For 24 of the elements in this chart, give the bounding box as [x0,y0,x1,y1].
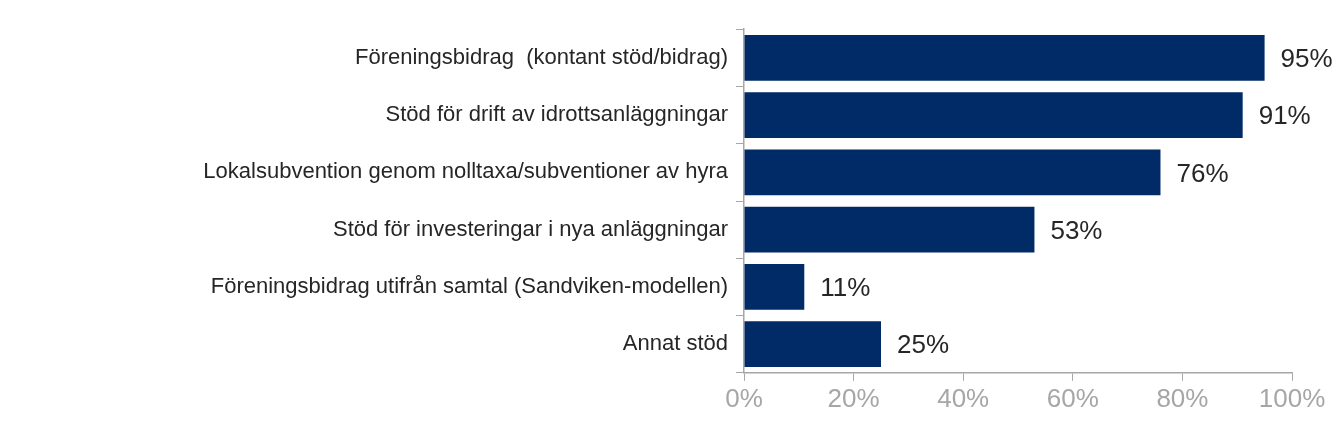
y-tick-label: Annat stöd [622,330,728,356]
data-label: 76% [1176,157,1229,188]
data-label: 53% [1050,214,1103,245]
x-tick-label: 80% [1156,382,1209,413]
bar [744,321,881,368]
x-tick-label: 40% [937,382,990,413]
x-tick-label: 0% [725,382,763,413]
bar [744,206,1035,253]
y-tick-label: Lokalsubvention genom nolltaxa/subventioner av hyra [203,158,729,184]
data-label: 11% [820,272,871,303]
x-tick-label: 100% [1258,382,1326,413]
y-tick-label: Stöd för drift av idrottsanläggningar [385,101,728,127]
x-tick-label: 20% [827,382,880,413]
bar [744,149,1161,196]
data-label: 25% [897,329,950,360]
bar [744,34,1265,81]
y-tick-label: Föreningsbidrag utifrån samtal (Sandviken-modellen) [210,272,728,298]
data-label: 95% [1280,43,1333,74]
data-label: 91% [1258,100,1311,131]
bar [744,92,1243,139]
y-tick-label: Stöd för investeringar i nya anläggningar [332,215,728,241]
x-tick-label: 60% [1046,382,1099,413]
bar [744,263,805,310]
y-tick-label: Föreningsbidrag (kontant stöd/bidrag) [355,43,728,69]
